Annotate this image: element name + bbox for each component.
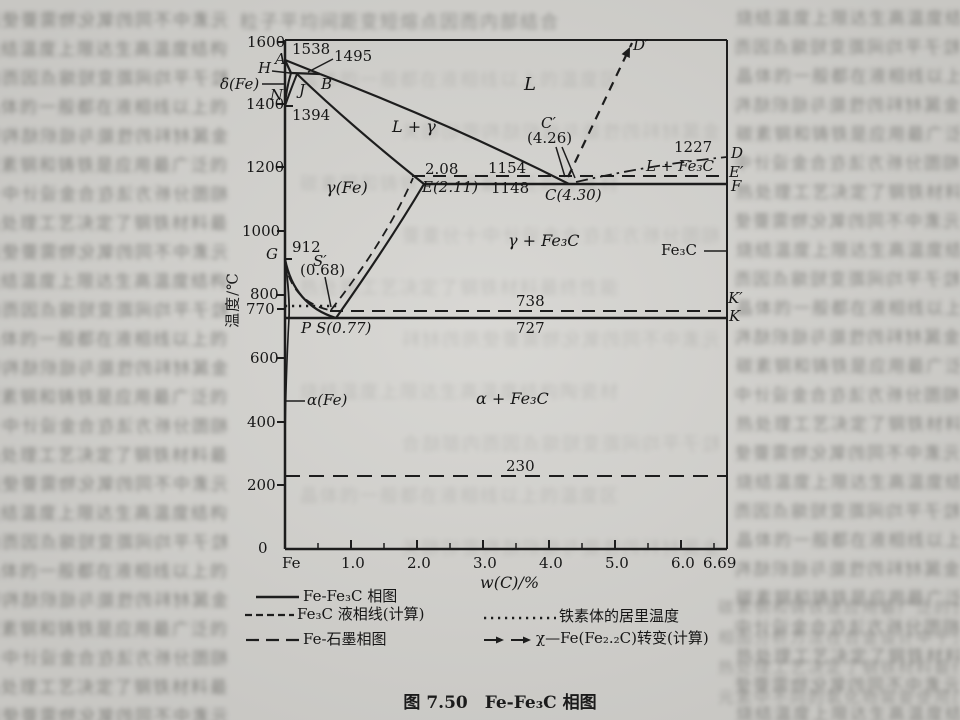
liquidus-A-B [284,58,321,76]
point-A: A [275,50,286,68]
label-leaders [262,58,727,402]
y-tick-1400: 1400 [246,95,285,113]
point-B: B [321,75,333,93]
value-1538: 1538 [292,40,331,58]
point-D: D [731,144,744,162]
x-axis-title: w(C)/% [480,573,540,592]
value-1495: 1495 [334,47,373,65]
x-axis-major-ticks [284,540,728,549]
x-tick-6: 6.0 [671,554,695,572]
x-axis-minor-ticks [317,543,715,549]
point-S-prime: S′ [313,252,327,270]
x-tick-fe: Fe [282,554,301,572]
x-tick-4: 4.0 [539,554,563,572]
value-1148: 1148 [491,179,530,197]
legend-arrowhead-2 [523,636,531,644]
label-fe3c-edge: Fe₃C [661,241,697,259]
point-J: J [299,81,306,99]
value-230: 230 [506,457,535,475]
region-alpha-fe: α(Fe) [307,391,348,409]
point-F: F [731,177,742,195]
x-tick-5: 5.0 [605,554,629,572]
boundary-J-N [284,73,298,107]
y-axis-ticks [277,41,293,486]
x-tick-3: 3.0 [473,554,497,572]
legend-arrowhead-1 [496,636,504,644]
y-tick-1200: 1200 [246,158,285,176]
y-axis-title: 温度/℃ [223,272,242,328]
peritectic-line-HJB [290,71,321,76]
legend-label-curie: 铁素体的居里温度 [559,607,680,625]
value-2-08: 2.08 [425,160,459,178]
point-P: P [301,319,312,337]
legend-label-chi: χ—Fe(Fe₂.₂C)转变(计算) [536,629,709,647]
figure-caption: 图 7.50 Fe-Fe₃C 相图 [403,693,597,713]
legend-label-graphite: Fe-石墨相图 [303,630,387,648]
region-gamma-fe3c: γ + Fe₃C [508,231,580,250]
alpha-boundary-below-P [284,317,290,439]
point-K: K [729,307,741,325]
x-tick-1: 1.0 [341,554,365,572]
legend-label-fe3c-liquidus: Fe₃C 液相线(计算) [297,605,425,623]
x-tick-2: 2.0 [407,554,431,572]
value-1227: 1227 [674,138,713,156]
value-c-prime: (4.26) [527,129,573,147]
point-E-value: E(2.11) [422,178,479,196]
region-delta-fe: δ(Fe) [220,75,260,93]
point-C-value: C(4.30) [545,186,602,204]
dprime-arrowhead [621,47,630,58]
y-tick-770: 770 [246,300,275,318]
point-H: H [258,59,272,77]
value-s-prime: (0.68) [300,261,346,279]
value-1394: 1394 [292,106,331,124]
value-727: 727 [516,319,545,337]
region-L-fe3c: L + Fe₃C [646,157,715,175]
graphite-a3-G-Sp [284,260,330,311]
value-1154: 1154 [488,159,527,177]
graphite-acm-Sp-Ep [330,177,414,311]
point-E-prime: E′ [729,163,744,181]
solidus-A-H [284,59,292,74]
value-912: 912 [292,238,321,256]
point-K-prime: K′ [728,289,743,307]
point-D-prime: D′ [633,36,649,54]
y-tick-400: 400 [247,413,276,431]
value-738: 738 [516,292,545,310]
fe3c-liquidus-calc-C-Dp [567,42,633,178]
y-tick-0: 0 [258,539,268,557]
legend-label-fefe3c: Fe-Fe₃C 相图 [303,587,398,605]
y-tick-800: 800 [250,285,279,303]
solidus-J-E [296,73,425,185]
region-L: L [524,74,536,95]
point-G: G [266,245,278,263]
y-tick-1000: 1000 [242,222,281,240]
y-tick-600: 600 [250,349,279,367]
point-S-value: S(0.77) [316,319,372,337]
region-gamma-fe: γ(Fe) [326,178,368,197]
chi-transition-C-D [575,156,728,183]
region-L-gamma: L + γ [392,117,436,136]
y-tick-1600: 1600 [247,33,286,51]
liquidus-B-C [319,72,570,185]
point-C-prime: C′ [541,114,556,132]
acm-S-E [335,183,425,319]
y-tick-200: 200 [247,476,276,494]
x-tick-669: 6.69 [703,554,737,572]
point-N: N [270,86,284,104]
region-alpha-fe3c: α + Fe₃C [476,389,549,408]
